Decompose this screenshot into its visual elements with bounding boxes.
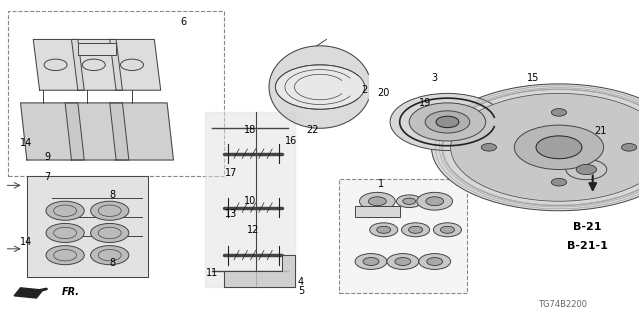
Text: 20: 20	[378, 88, 390, 98]
Circle shape	[408, 226, 422, 233]
Text: 14: 14	[19, 237, 32, 247]
Text: 5: 5	[298, 286, 304, 296]
Circle shape	[91, 201, 129, 220]
Text: 8: 8	[110, 190, 116, 200]
Circle shape	[436, 116, 459, 128]
Text: 19: 19	[419, 98, 431, 108]
Text: 15: 15	[527, 73, 540, 83]
Polygon shape	[109, 39, 161, 90]
Text: B-21-1: B-21-1	[567, 241, 608, 251]
Circle shape	[369, 197, 387, 206]
Text: 1: 1	[378, 179, 383, 189]
Circle shape	[536, 136, 582, 159]
Text: 6: 6	[180, 17, 186, 27]
Text: 16: 16	[285, 136, 298, 146]
Circle shape	[363, 258, 379, 266]
Circle shape	[451, 93, 640, 201]
Polygon shape	[27, 176, 148, 277]
Circle shape	[387, 253, 419, 269]
Polygon shape	[269, 46, 369, 128]
Bar	[78, 43, 116, 55]
Circle shape	[515, 125, 604, 170]
Circle shape	[431, 84, 640, 211]
Circle shape	[425, 111, 470, 133]
Circle shape	[419, 253, 451, 269]
Polygon shape	[109, 103, 173, 160]
Circle shape	[551, 108, 566, 116]
Text: FR.: FR.	[62, 287, 80, 297]
Circle shape	[46, 223, 84, 243]
Polygon shape	[65, 103, 129, 160]
Circle shape	[370, 223, 397, 237]
Polygon shape	[339, 179, 467, 293]
Circle shape	[409, 103, 486, 141]
Bar	[355, 206, 399, 217]
Circle shape	[551, 178, 566, 186]
Text: 14: 14	[19, 138, 32, 148]
Text: B-21: B-21	[573, 222, 602, 232]
Circle shape	[396, 195, 422, 208]
Polygon shape	[14, 288, 43, 298]
Text: 18: 18	[244, 125, 256, 135]
Text: 9: 9	[44, 152, 51, 162]
Circle shape	[390, 93, 505, 150]
Circle shape	[401, 223, 429, 237]
Text: TG74B2200: TG74B2200	[538, 300, 587, 309]
Circle shape	[440, 226, 454, 233]
Polygon shape	[72, 39, 122, 90]
Text: 22: 22	[306, 125, 319, 135]
Text: 2: 2	[362, 85, 368, 95]
Text: 13: 13	[225, 209, 237, 219]
Text: 12: 12	[247, 225, 259, 235]
Text: 3: 3	[431, 73, 438, 83]
Circle shape	[576, 164, 596, 175]
Polygon shape	[559, 141, 616, 198]
Text: 8: 8	[110, 258, 116, 268]
Circle shape	[566, 159, 607, 180]
Text: 7: 7	[44, 172, 51, 182]
Text: 21: 21	[594, 126, 607, 136]
Text: 4: 4	[298, 277, 304, 287]
Polygon shape	[205, 112, 294, 287]
Circle shape	[46, 246, 84, 265]
Circle shape	[621, 143, 637, 151]
Circle shape	[403, 198, 415, 204]
Polygon shape	[225, 255, 294, 287]
Text: 10: 10	[244, 196, 256, 206]
Circle shape	[360, 192, 395, 210]
Circle shape	[377, 226, 391, 233]
Circle shape	[275, 65, 365, 109]
Polygon shape	[33, 39, 84, 90]
Polygon shape	[20, 103, 84, 160]
Circle shape	[91, 223, 129, 243]
Circle shape	[395, 258, 411, 266]
Circle shape	[91, 246, 129, 265]
Circle shape	[355, 253, 387, 269]
Circle shape	[46, 201, 84, 220]
Text: 17: 17	[225, 168, 237, 178]
Circle shape	[426, 197, 444, 206]
Circle shape	[417, 192, 452, 210]
Circle shape	[433, 223, 461, 237]
Circle shape	[481, 143, 497, 151]
Circle shape	[427, 258, 443, 266]
Text: 11: 11	[205, 268, 218, 278]
